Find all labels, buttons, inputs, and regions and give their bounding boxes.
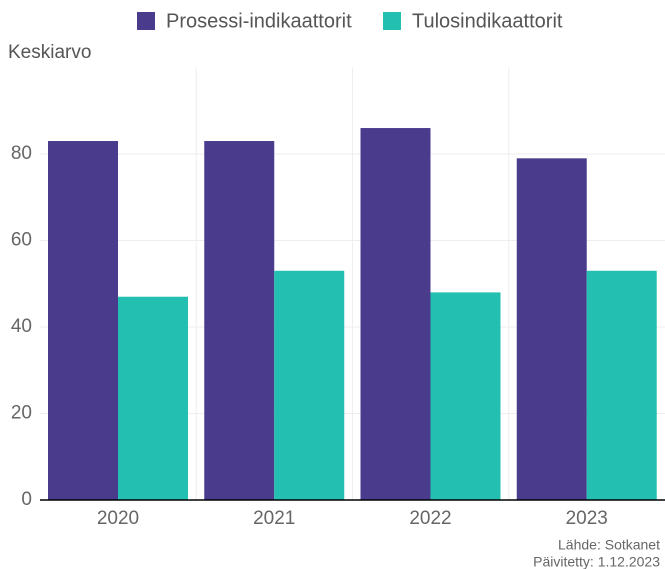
x-tick-label: 2021 <box>253 508 295 529</box>
y-tick-label: 60 <box>11 230 32 251</box>
legend-label: Prosessi-indikaattorit <box>166 10 352 32</box>
x-tick-label: 2022 <box>409 508 451 529</box>
bar <box>430 292 501 500</box>
bar <box>274 270 345 500</box>
x-tick-label: 2023 <box>566 508 608 529</box>
bar <box>48 141 118 500</box>
y-tick-label: 80 <box>11 143 32 164</box>
source: Lähde: Sotkanet <box>558 537 660 553</box>
bar <box>516 158 587 500</box>
legend-label: Tulosindikaattorit <box>412 10 563 32</box>
x-tick-label: 2020 <box>97 508 139 529</box>
y-tick-label: 20 <box>11 403 32 424</box>
bar <box>118 296 188 500</box>
bar <box>586 270 657 500</box>
legend-swatch <box>137 12 155 30</box>
bar <box>360 128 431 501</box>
updated: Päivitetty: 1.12.2023 <box>533 554 660 569</box>
y-tick-label: 40 <box>11 316 32 337</box>
legend-swatch <box>383 12 401 30</box>
y-axis-label: Keskiarvo <box>8 42 91 63</box>
y-tick-label: 0 <box>21 489 32 510</box>
bar <box>204 141 275 500</box>
